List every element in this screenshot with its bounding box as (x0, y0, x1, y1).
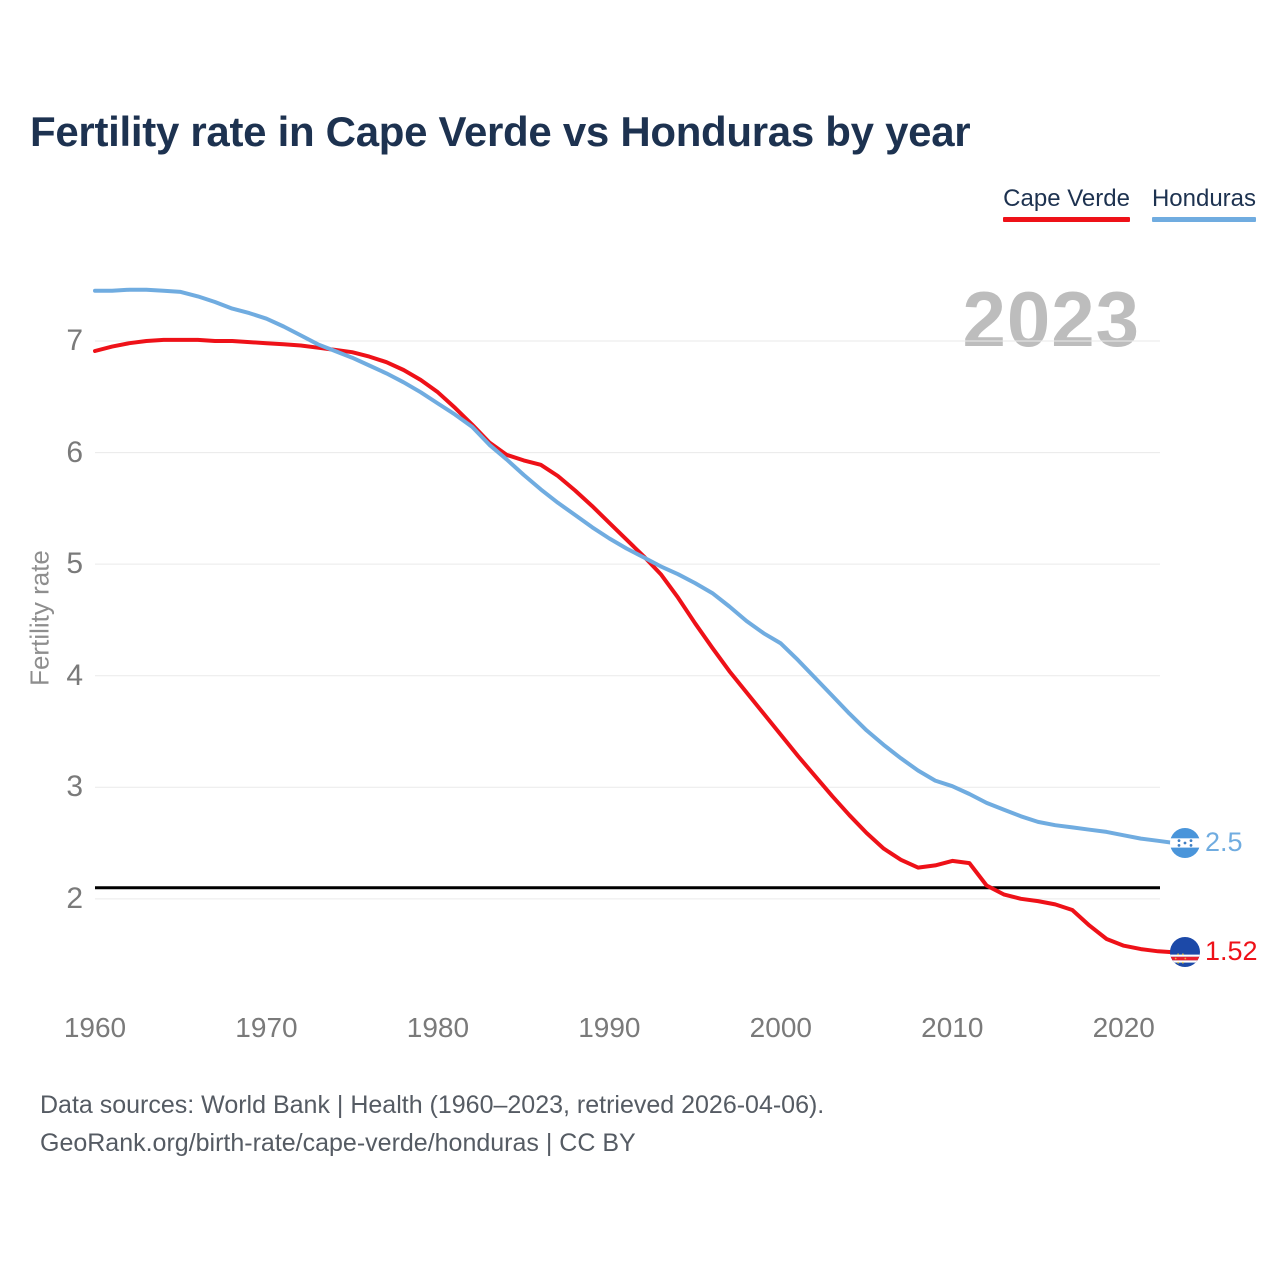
y-tick-label: 3 (66, 770, 83, 804)
x-tick-label: 2020 (1092, 1012, 1155, 1043)
x-tick-label: 2000 (749, 1012, 812, 1043)
source-line-1: Data sources: World Bank | Health (1960–… (40, 1091, 825, 1119)
legend-label-honduras: Honduras (1151, 185, 1256, 212)
honduras-end-value: 2.5 (1205, 827, 1243, 858)
x-tick-label: 1990 (578, 1012, 641, 1043)
cape-verde-flag-icon (1170, 937, 1200, 968)
legend-underline-cape-verde (1003, 217, 1130, 222)
legend: Cape Verde Honduras (1003, 185, 1256, 222)
honduras-line (93, 287, 1178, 846)
y-tick-label: 5 (66, 547, 83, 581)
x-tick-label: 2010 (921, 1012, 984, 1043)
source-note: Data sources: World Bank | Health (1960–… (40, 1086, 824, 1162)
honduras-flag-icon (1170, 828, 1200, 859)
legend-label-cape-verde: Cape Verde (1003, 185, 1130, 212)
x-tick-label: 1980 (406, 1012, 470, 1043)
x-tick-label: 1960 (63, 1012, 127, 1043)
legend-underline-honduras (1151, 217, 1256, 222)
y-tick-label: 4 (66, 658, 83, 692)
legend-item-cape-verde[interactable]: Cape Verde (1003, 185, 1130, 222)
cape-verde-end-value: 1.52 (1205, 936, 1258, 967)
watermark-year: 2023 (962, 275, 1140, 363)
y-tick-label: 6 (66, 435, 83, 469)
x-tick-label: 1970 (235, 1012, 298, 1043)
y-tick-label: 7 (66, 324, 83, 357)
page-title: Fertility rate in Cape Verde vs Honduras… (30, 108, 971, 155)
y-tick-label: 2 (66, 881, 83, 915)
cape-verde-line (93, 337, 1178, 955)
legend-item-honduras[interactable]: Honduras (1151, 185, 1256, 222)
source-line-2: GeoRank.org/birth-rate/cape-verde/hondur… (40, 1129, 636, 1157)
